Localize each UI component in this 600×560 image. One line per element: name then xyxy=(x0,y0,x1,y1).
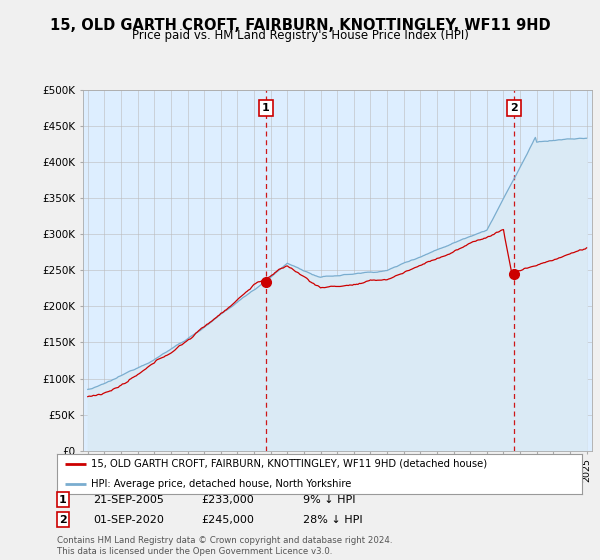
Text: 2: 2 xyxy=(59,515,67,525)
Text: 15, OLD GARTH CROFT, FAIRBURN, KNOTTINGLEY, WF11 9HD: 15, OLD GARTH CROFT, FAIRBURN, KNOTTINGL… xyxy=(50,18,550,33)
Text: 2: 2 xyxy=(511,102,518,113)
Text: 21-SEP-2005: 21-SEP-2005 xyxy=(93,494,164,505)
Text: £245,000: £245,000 xyxy=(201,515,254,525)
Text: 1: 1 xyxy=(262,102,270,113)
Text: 1: 1 xyxy=(59,494,67,505)
Text: 01-SEP-2020: 01-SEP-2020 xyxy=(93,515,164,525)
Text: Contains HM Land Registry data © Crown copyright and database right 2024.
This d: Contains HM Land Registry data © Crown c… xyxy=(57,536,392,556)
Text: £233,000: £233,000 xyxy=(201,494,254,505)
Text: HPI: Average price, detached house, North Yorkshire: HPI: Average price, detached house, Nort… xyxy=(91,479,352,489)
Text: Price paid vs. HM Land Registry's House Price Index (HPI): Price paid vs. HM Land Registry's House … xyxy=(131,29,469,42)
Text: 9% ↓ HPI: 9% ↓ HPI xyxy=(303,494,355,505)
Text: 28% ↓ HPI: 28% ↓ HPI xyxy=(303,515,362,525)
Text: 15, OLD GARTH CROFT, FAIRBURN, KNOTTINGLEY, WF11 9HD (detached house): 15, OLD GARTH CROFT, FAIRBURN, KNOTTINGL… xyxy=(91,459,487,469)
